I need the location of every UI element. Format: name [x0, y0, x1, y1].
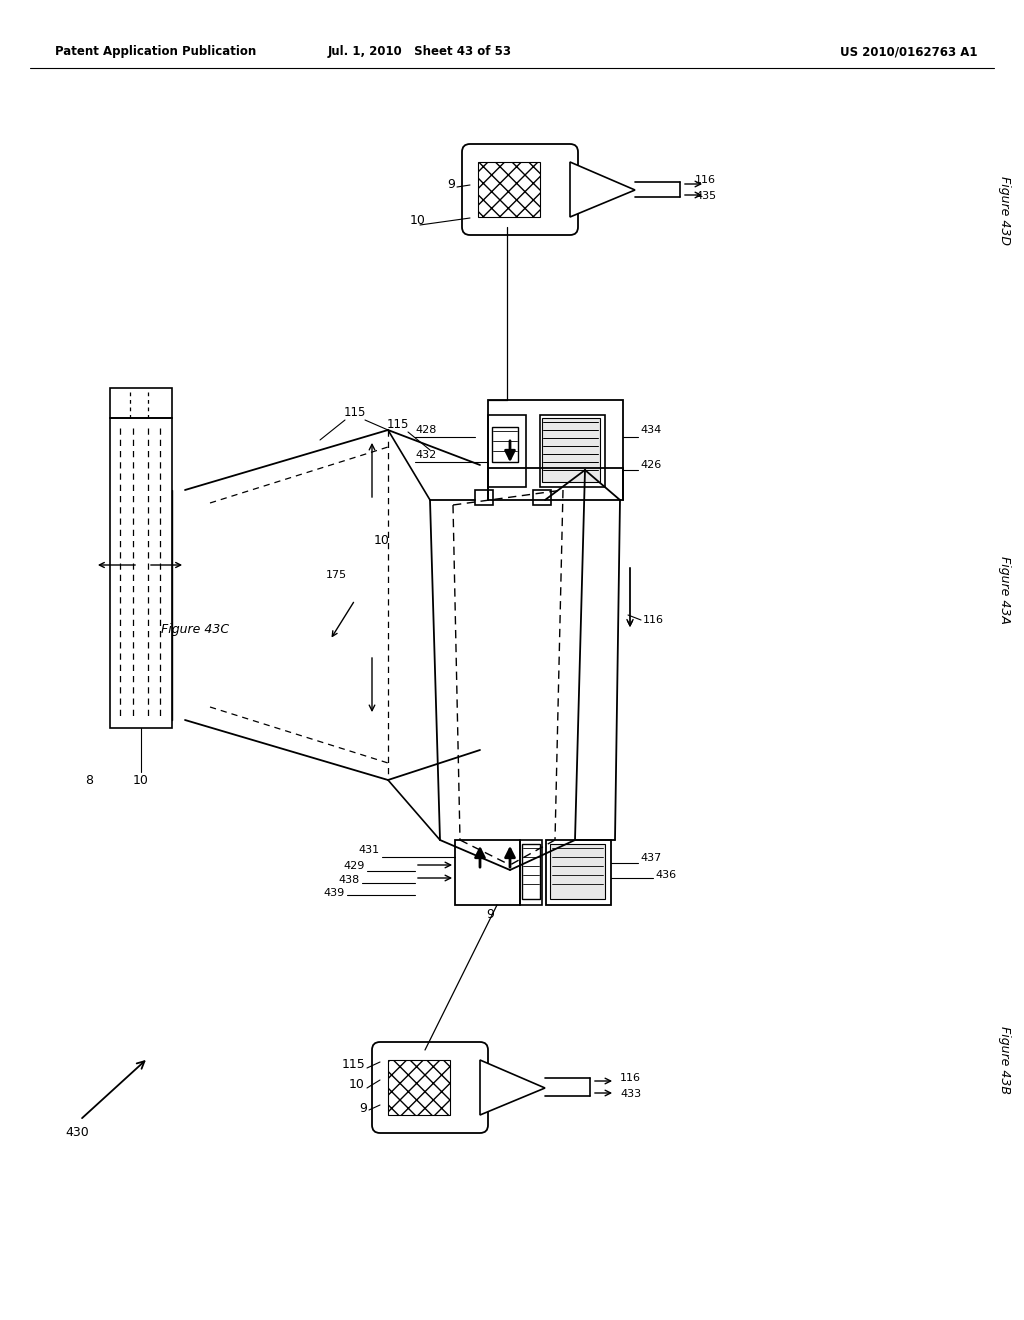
Bar	[478, 162, 540, 216]
Text: 116: 116	[620, 1073, 641, 1082]
Text: 436: 436	[655, 870, 676, 880]
Text: US 2010/0162763 A1: US 2010/0162763 A1	[840, 45, 978, 58]
Text: 428: 428	[415, 425, 436, 436]
Text: 430: 430	[65, 1126, 89, 1138]
Bar	[110, 418, 172, 729]
Text: 433: 433	[620, 1089, 641, 1100]
Text: 175: 175	[326, 570, 347, 579]
Text: 439: 439	[324, 888, 345, 898]
Text: 426: 426	[640, 459, 662, 470]
Bar	[550, 843, 605, 899]
Text: 115: 115	[344, 407, 367, 420]
Bar	[520, 840, 542, 906]
Text: 116: 116	[695, 176, 716, 185]
Bar	[488, 400, 623, 500]
Text: Figure 43D: Figure 43D	[998, 176, 1012, 244]
Text: 432: 432	[415, 450, 436, 459]
Text: 9: 9	[486, 908, 494, 921]
FancyBboxPatch shape	[372, 1041, 488, 1133]
Polygon shape	[480, 1060, 545, 1115]
Text: 431: 431	[358, 845, 380, 855]
Bar	[455, 840, 520, 906]
Polygon shape	[570, 162, 635, 216]
Bar	[110, 388, 172, 418]
Bar	[540, 414, 605, 487]
Text: Figure 43C: Figure 43C	[161, 623, 229, 636]
Text: Patent Application Publication: Patent Application Publication	[55, 45, 256, 58]
Bar	[534, 490, 551, 506]
Text: Jul. 1, 2010   Sheet 43 of 53: Jul. 1, 2010 Sheet 43 of 53	[328, 45, 512, 58]
Text: 116: 116	[643, 615, 664, 624]
Text: 10: 10	[349, 1078, 365, 1092]
Bar	[542, 418, 600, 482]
Text: 115: 115	[387, 418, 410, 432]
Text: Figure 43B: Figure 43B	[998, 1026, 1012, 1094]
Bar	[388, 1060, 450, 1115]
Text: 8: 8	[85, 774, 93, 787]
Text: Figure 43A: Figure 43A	[998, 556, 1012, 624]
Text: 435: 435	[695, 191, 716, 201]
Text: 429: 429	[344, 861, 365, 871]
Text: 10: 10	[133, 774, 148, 787]
Text: 437: 437	[640, 853, 662, 863]
Text: 438: 438	[339, 875, 360, 884]
Bar	[492, 426, 518, 462]
Bar	[475, 490, 493, 506]
Text: 434: 434	[640, 425, 662, 436]
Text: 10: 10	[374, 533, 390, 546]
Bar	[546, 840, 611, 906]
FancyBboxPatch shape	[462, 144, 578, 235]
Bar	[522, 843, 540, 899]
Bar	[488, 414, 526, 487]
Text: 9: 9	[447, 178, 455, 191]
Text: 9: 9	[359, 1101, 367, 1114]
Text: 115: 115	[341, 1059, 365, 1072]
Text: 10: 10	[410, 214, 426, 227]
